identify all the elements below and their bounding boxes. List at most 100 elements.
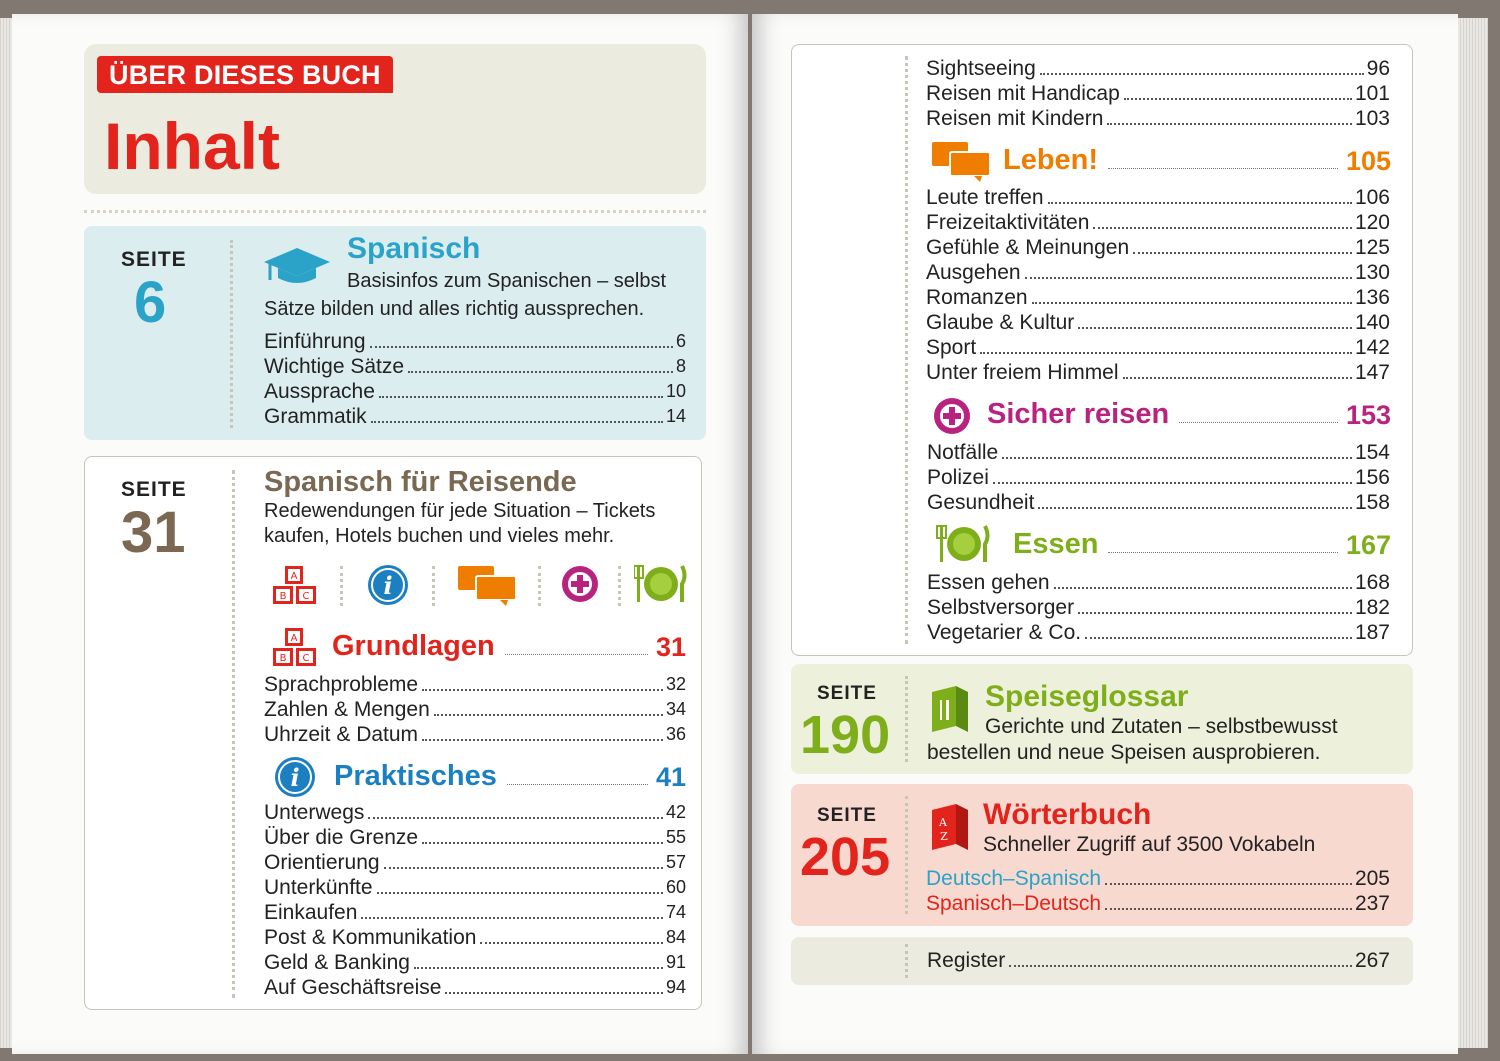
toc-row[interactable]: Uhrzeit & Datum 36: [264, 722, 686, 747]
essen-title: Essen: [1013, 528, 1099, 560]
toc-row[interactable]: Zahlen & Mengen 34: [264, 697, 686, 722]
toc-row[interactable]: Geld & Banking 91: [264, 950, 686, 975]
toc-label: Über die Grenze: [264, 826, 419, 849]
toc-row[interactable]: Einkaufen 74: [264, 900, 686, 925]
toc-row[interactable]: Gefühle & Meinungen 125: [926, 235, 1390, 260]
toc-row[interactable]: Glaube & Kultur 140: [926, 310, 1390, 335]
register-box: [791, 937, 1413, 985]
leader-dots: [1107, 123, 1352, 125]
toc-label: Polizei: [927, 466, 989, 489]
toc-row[interactable]: Essen gehen 168: [927, 570, 1390, 595]
divider-dots: [232, 470, 235, 998]
toc-row[interactable]: Auf Geschäftsreise 94: [264, 975, 686, 1000]
graduation-cap-icon: [264, 248, 330, 283]
toc-row[interactable]: Freizeitaktivitäten 120: [926, 210, 1390, 235]
seite-number: 205: [800, 827, 891, 887]
toc-row[interactable]: Reisen mit Handicap 101: [926, 81, 1390, 106]
toc-page: 130: [1354, 261, 1390, 284]
toc-row[interactable]: Einführung 6: [264, 329, 686, 354]
register-row[interactable]: Register 267: [927, 948, 1390, 973]
toc-label: Grammatik: [264, 405, 367, 428]
toc-label: Gefühle & Meinungen: [926, 236, 1130, 259]
toc-row[interactable]: Notfälle 154: [927, 440, 1390, 465]
toc-row[interactable]: Reisen mit Kindern 103: [926, 106, 1390, 131]
toc-label: Ausgehen: [926, 261, 1021, 284]
sicher-title: Sicher reisen: [987, 398, 1170, 430]
icon-separator: [538, 566, 541, 606]
leader-dots: [992, 482, 1352, 484]
toc-page: 96: [1366, 57, 1390, 80]
praktisches-heading[interactable]: Praktisches 41: [334, 760, 686, 793]
leader-dots: [422, 689, 663, 691]
toc-row[interactable]: Gesundheit 158: [927, 490, 1390, 515]
toc-row[interactable]: Selbstversorger 182: [927, 595, 1390, 620]
reisende-desc-1: Redewendungen für jede Situation – Ticke…: [264, 500, 656, 522]
seite-label: SEITE: [817, 683, 877, 704]
toc-row[interactable]: Post & Kommunikation 84: [264, 925, 686, 950]
glossar-desc-1: Gerichte und Zutaten – selbstbewusst: [985, 715, 1338, 738]
woerterbuch-title: Wörterbuch: [983, 798, 1152, 831]
divider-dots: [905, 56, 908, 644]
toc-row[interactable]: Sprachprobleme 32: [264, 672, 686, 697]
grundlagen-title: Grundlagen: [332, 630, 495, 662]
spanisch-desc-2: Sätze bilden und alles richtig aussprech…: [264, 298, 645, 320]
toc-row[interactable]: Sightseeing 96: [926, 56, 1390, 81]
divider-dots: [905, 676, 908, 762]
toc-row[interactable]: Vegetarier & Co. 187: [927, 620, 1390, 645]
plus-cross-icon: [934, 398, 970, 434]
toc-row[interactable]: Leute treffen 106: [926, 185, 1390, 210]
abc-blocks-icon: A B C: [273, 628, 316, 666]
toc-page: 142: [1354, 336, 1390, 359]
toc-row[interactable]: Romanzen 136: [926, 285, 1390, 310]
toc-label: Notfälle: [927, 441, 999, 464]
seite-label: SEITE: [121, 248, 187, 271]
toc-page: 136: [1354, 286, 1390, 309]
leader-dots: [378, 396, 663, 398]
page-title: Inhalt: [104, 109, 280, 183]
toc-page: 60: [665, 877, 686, 897]
leader-dots: [408, 371, 673, 373]
sicher-heading[interactable]: Sicher reisen 153: [987, 398, 1391, 431]
toc-row[interactable]: Grammatik 14: [264, 404, 686, 429]
leader-dots: [1123, 98, 1352, 100]
toc-row[interactable]: Sport 142: [926, 335, 1390, 360]
toc-label: Glaube & Kultur: [926, 311, 1075, 334]
speech-bubbles-icon: [458, 566, 517, 606]
grundlagen-heading[interactable]: Grundlagen 31: [332, 630, 686, 663]
toc-page: 42: [665, 802, 686, 822]
toc-row[interactable]: Deutsch–Spanisch 205: [926, 866, 1390, 891]
toc-row[interactable]: Über die Grenze 55: [264, 825, 686, 850]
toc-row[interactable]: Unter freiem Himmel 147: [926, 360, 1390, 385]
toc-label: Reisen mit Kindern: [926, 107, 1104, 130]
leader-dots: [1105, 883, 1352, 885]
toc-page: 187: [1354, 621, 1390, 644]
svg-text:C: C: [303, 653, 310, 664]
woerterbuch-box: [791, 784, 1413, 926]
menu-card-icon: [932, 686, 968, 732]
toc-page: 10: [665, 381, 686, 401]
toc-label: Geld & Banking: [264, 951, 410, 974]
toc-page: 205: [1354, 867, 1390, 890]
toc-page: 91: [665, 952, 686, 972]
toc-row[interactable]: Spanisch–Deutsch 237: [926, 891, 1390, 916]
toc-row[interactable]: Unterwegs 42: [264, 800, 686, 825]
toc-page: 74: [665, 902, 686, 922]
toc-label: Gesundheit: [927, 491, 1035, 514]
toc-row[interactable]: Aussprache 10: [264, 379, 686, 404]
toc-row[interactable]: Ausgehen 130: [926, 260, 1390, 285]
toc-row[interactable]: Orientierung 57: [264, 850, 686, 875]
toc-row[interactable]: Polizei 156: [927, 465, 1390, 490]
leader-dots: [1002, 457, 1352, 459]
essen-page: 167: [1345, 530, 1391, 560]
leader-dots: [361, 917, 663, 919]
leben-title: Leben!: [1003, 144, 1099, 176]
leben-heading[interactable]: Leben! 105: [1003, 144, 1391, 177]
essen-heading[interactable]: Essen 167: [1013, 528, 1391, 561]
glossar-box: [791, 664, 1413, 774]
svg-text:A: A: [938, 816, 948, 829]
svg-text:B: B: [280, 591, 287, 602]
toc-row[interactable]: Unterkünfte 60: [264, 875, 686, 900]
toc-row[interactable]: Wichtige Sätze 8: [264, 354, 686, 379]
divider-dots: [905, 944, 908, 978]
seite-label: SEITE: [121, 478, 187, 501]
